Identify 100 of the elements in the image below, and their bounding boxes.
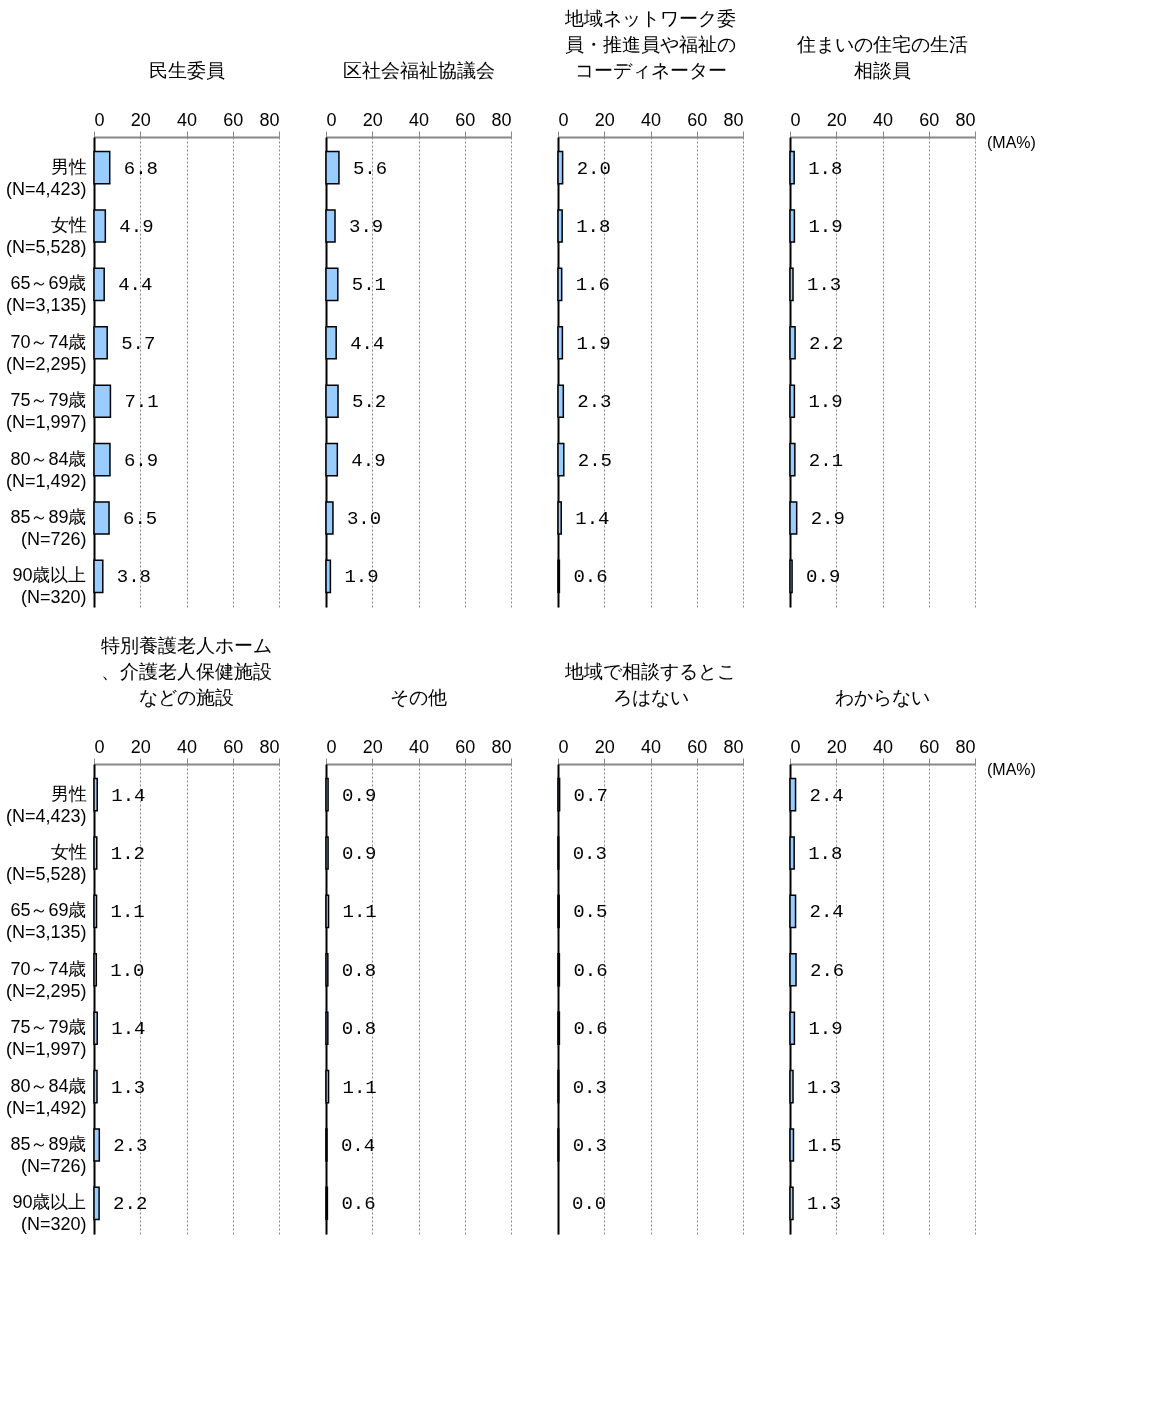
data-label: 2.3 <box>577 391 612 414</box>
x-tick-label: 40 <box>640 109 662 130</box>
data-label: 0.9 <box>806 566 841 589</box>
x-tick-label: 60 <box>455 736 476 757</box>
data-label: 2.1 <box>808 449 844 472</box>
data-label: 5.7 <box>121 332 156 355</box>
data-label: 2.2 <box>113 1193 148 1216</box>
chart-title: 住まいの住宅の生活相談員 <box>796 34 968 81</box>
x-tick-label: 60 <box>455 109 476 130</box>
y-tick-label: 85～89歳 (N=726) <box>10 506 87 549</box>
x-tick-label: 60 <box>687 109 708 130</box>
data-label: 2.4 <box>809 901 844 924</box>
data-label: 6.8 <box>123 157 158 180</box>
x-tick-label: 60 <box>687 736 708 757</box>
data-label: 0.6 <box>573 566 608 589</box>
x-tick-label: 60 <box>919 736 940 757</box>
data-label: 1.8 <box>808 843 843 866</box>
y-tick-label: 女性 (N=5,528) <box>5 842 87 885</box>
y-tick-label: 70～74歳 (N=2,295) <box>5 958 87 1001</box>
data-label: 1.3 <box>111 1076 146 1099</box>
data-label: 1.9 <box>808 391 843 414</box>
x-tick-label: 60 <box>919 109 940 130</box>
data-label: 1.2 <box>110 843 145 866</box>
data-label: 3.0 <box>346 507 382 530</box>
x-tick-label: 0 <box>558 736 569 757</box>
data-label: 5.1 <box>351 274 387 297</box>
chart-title: わからない <box>835 687 930 708</box>
chart-title: 特別養護老人ホーム、介護老人保健施設などの施設 <box>101 635 272 708</box>
data-label: 3.9 <box>349 216 384 239</box>
x-tick-label: 20 <box>362 109 383 130</box>
x-tick-label: 0 <box>790 736 801 757</box>
data-label: 2.9 <box>810 507 845 530</box>
y-tick-label: 女性 (N=5,528) <box>5 215 87 258</box>
data-label: 1.6 <box>575 274 610 297</box>
data-label: 4.9 <box>351 449 386 472</box>
x-tick-label: 40 <box>872 736 894 757</box>
x-tick-label: 0 <box>558 109 569 130</box>
x-tick-label: 20 <box>826 736 847 757</box>
y-tick-label: 75～79歳 (N=1,997) <box>5 1017 87 1060</box>
data-label: 0.3 <box>572 1076 607 1099</box>
x-tick-label: 40 <box>408 736 430 757</box>
data-label: 1.1 <box>110 901 145 924</box>
data-label: 4.4 <box>118 274 153 297</box>
data-label: 5.6 <box>352 157 388 180</box>
x-tick-label: 20 <box>130 109 151 130</box>
x-tick-label: 60 <box>223 109 244 130</box>
data-label: 6.5 <box>123 507 158 530</box>
chart-title: その他 <box>390 687 447 708</box>
data-label: 1.1 <box>342 901 377 924</box>
data-label: 1.9 <box>808 1018 843 1041</box>
data-label: 4.9 <box>119 216 154 239</box>
y-tick-label: 90歳以上 (N=320) <box>12 1192 87 1235</box>
data-label: 1.4 <box>575 507 610 530</box>
x-tick-label: 0 <box>326 109 337 130</box>
data-label: 1.9 <box>808 216 843 239</box>
data-label: 5.2 <box>352 391 387 414</box>
data-label: 1.8 <box>808 157 843 180</box>
x-tick-label: 0 <box>326 736 337 757</box>
data-label: 1.1 <box>342 1076 377 1099</box>
x-tick-label: 20 <box>362 736 383 757</box>
data-label: 6.9 <box>123 449 159 472</box>
y-tick-label: 65～69歳 (N=3,135) <box>5 273 87 316</box>
data-label: 0.9 <box>342 784 377 807</box>
x-tick-label: 40 <box>872 109 894 130</box>
text: (MA%) <box>987 134 1036 151</box>
data-label: 3.8 <box>116 566 152 589</box>
data-label: 0.6 <box>573 959 608 982</box>
x-tick-label: 40 <box>640 736 662 757</box>
data-label: 0.6 <box>341 1193 376 1216</box>
data-label: 1.4 <box>111 784 146 807</box>
data-label: 0.9 <box>342 843 377 866</box>
data-label: 2.3 <box>113 1134 148 1157</box>
data-label: 7.1 <box>124 391 159 414</box>
data-label: 1.5 <box>807 1134 842 1157</box>
data-label: 0.3 <box>572 843 607 866</box>
x-tick-label: 40 <box>408 109 430 130</box>
x-tick-label: 80 <box>259 736 280 757</box>
data-label: 1.9 <box>344 566 379 589</box>
x-tick-label: 20 <box>594 109 615 130</box>
data-label: 1.4 <box>111 1018 146 1041</box>
x-tick-label: 40 <box>176 736 198 757</box>
data-label: 1.8 <box>576 216 611 239</box>
data-label: 4.4 <box>350 332 385 355</box>
data-label: 0.8 <box>341 1018 377 1041</box>
x-tick-label: 80 <box>955 736 976 757</box>
x-tick-label: 20 <box>826 109 847 130</box>
x-tick-label: 80 <box>259 109 280 130</box>
y-tick-label: 男性 (N=4,423) <box>5 783 87 826</box>
data-label: 0.4 <box>340 1134 376 1157</box>
data-label: 1.9 <box>576 332 611 355</box>
data-label: 2.2 <box>809 332 844 355</box>
data-label: 1.3 <box>807 274 842 297</box>
x-tick-label: 80 <box>955 109 976 130</box>
y-tick-label: 男性 (N=4,423) <box>5 156 87 199</box>
data-label: 0.5 <box>573 901 608 924</box>
chart-title: 民生委員 <box>148 60 225 81</box>
data-label: 2.5 <box>577 449 612 472</box>
data-label: 1.3 <box>807 1193 842 1216</box>
x-tick-label: 60 <box>223 736 244 757</box>
x-tick-label: 0 <box>790 109 801 130</box>
